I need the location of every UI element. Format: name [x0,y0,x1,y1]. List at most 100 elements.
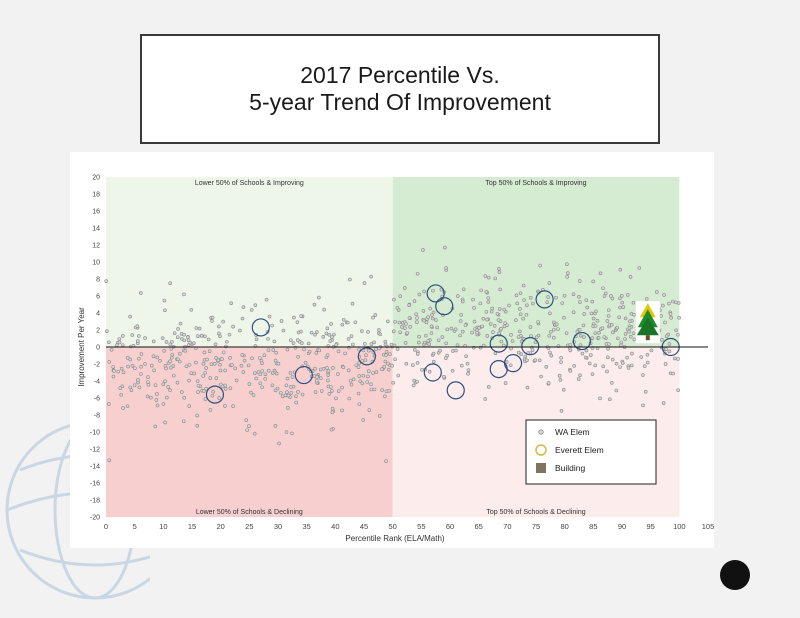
wa-elem-point [115,343,119,347]
wa-elem-point [480,324,485,329]
wa-elem-point [504,360,509,364]
wa-elem-point [330,410,335,415]
wa-elem-point [674,328,679,333]
wa-elem-point [369,274,373,279]
wa-elem-point [518,312,523,317]
wa-elem-point [663,320,667,325]
wa-elem-point [491,330,495,334]
wa-elem-point [284,430,289,434]
wa-elem-point [267,314,272,319]
wa-elem-point [107,458,112,463]
wa-elem-point [490,306,495,311]
quadrant-label-top_declining: Top 50% of Schools & Declining [486,509,585,516]
wa-elem-point [396,373,401,378]
wa-elem-point [151,339,156,344]
wa-elem-point [591,279,596,284]
wa-elem-point [561,387,566,392]
quadrant-top_improving [392,177,680,347]
y-tick-label: 4 [96,311,100,318]
wa-elem-point [407,303,411,308]
wa-elem-point [422,318,426,323]
wa-elem-point [677,315,681,320]
wa-elem-point [273,388,278,393]
wa-elem-point [380,367,384,371]
wa-elem-point [415,379,419,384]
wa-elem-point [299,314,303,318]
wa-elem-point [614,361,619,366]
wa-elem-point [330,406,335,411]
x-tick-label: 10 [159,522,167,531]
black-circle-button[interactable] [720,560,750,590]
wa-elem-point [340,322,345,327]
wa-elem-point [116,369,121,374]
wa-elem-point [154,398,159,402]
wa-elem-point [351,342,355,347]
wa-elem-point [644,297,649,301]
wa-elem-point [429,331,434,335]
wa-elem-point [201,361,206,366]
wa-elem-point [440,335,445,339]
wa-elem-point [175,380,180,385]
building-marker [635,301,660,344]
wa-elem-point [152,368,156,373]
wa-elem-point [256,370,261,374]
wa-elem-point [581,323,586,328]
wa-elem-point [336,372,340,376]
wa-elem-point [218,368,223,373]
legend-label: WA Elem [555,427,590,437]
wa-elem-point [346,368,351,373]
wa-elem-point [508,363,513,368]
wa-elem-point [221,319,225,324]
everett-elem-point [435,297,454,316]
wa-elem-point [661,303,665,308]
wa-elem-point [627,319,632,324]
wa-elem-point [415,316,419,320]
wa-elem-point [661,401,666,405]
wa-elem-point [326,369,331,373]
wa-elem-point [307,349,312,354]
wa-elem-point [544,365,549,369]
wa-elem-point [177,359,182,364]
wa-elem-point [475,330,479,335]
wa-elem-point [382,364,387,369]
wa-elem-point [609,322,614,327]
tree-bottom [636,317,659,336]
wa-elem-point [390,363,394,368]
wa-elem-point [288,338,293,342]
wa-elem-point [453,327,458,332]
wa-elem-point [289,391,294,395]
wa-elem-point [313,366,317,371]
wa-elem-point [431,310,436,315]
wa-elem-point [223,368,227,373]
wa-elem-point [163,379,167,384]
legend-marker-wa-elem [538,429,544,435]
wa-elem-point [182,395,187,400]
wa-elem-point [515,301,520,306]
wa-elem-point [615,325,619,330]
wa-elem-point [669,315,673,320]
wa-elem-point [111,374,116,379]
wa-elem-point [373,313,378,317]
wa-elem-point [211,389,215,394]
wa-elem-point [286,393,291,398]
wa-elem-point [210,319,214,323]
wa-elem-point [402,286,407,290]
wa-elem-point [189,371,194,376]
wa-elem-point [386,361,390,366]
wa-elem-point [341,365,346,370]
wa-elem-point [128,314,132,319]
wa-elem-point [208,408,213,412]
wa-elem-point [264,297,269,302]
x-tick-label: 90 [618,522,626,531]
wa-elem-point [605,369,609,374]
wa-elem-point [143,362,147,366]
wa-elem-point [422,289,426,294]
wa-elem-point [385,319,390,324]
wa-elem-point [105,329,109,334]
wa-elem-point [204,386,208,391]
wa-elem-point [449,326,454,331]
wa-elem-point [254,376,259,381]
everett-elem-point [535,290,554,309]
wa-elem-point [499,326,503,331]
wa-elem-point [137,334,141,338]
